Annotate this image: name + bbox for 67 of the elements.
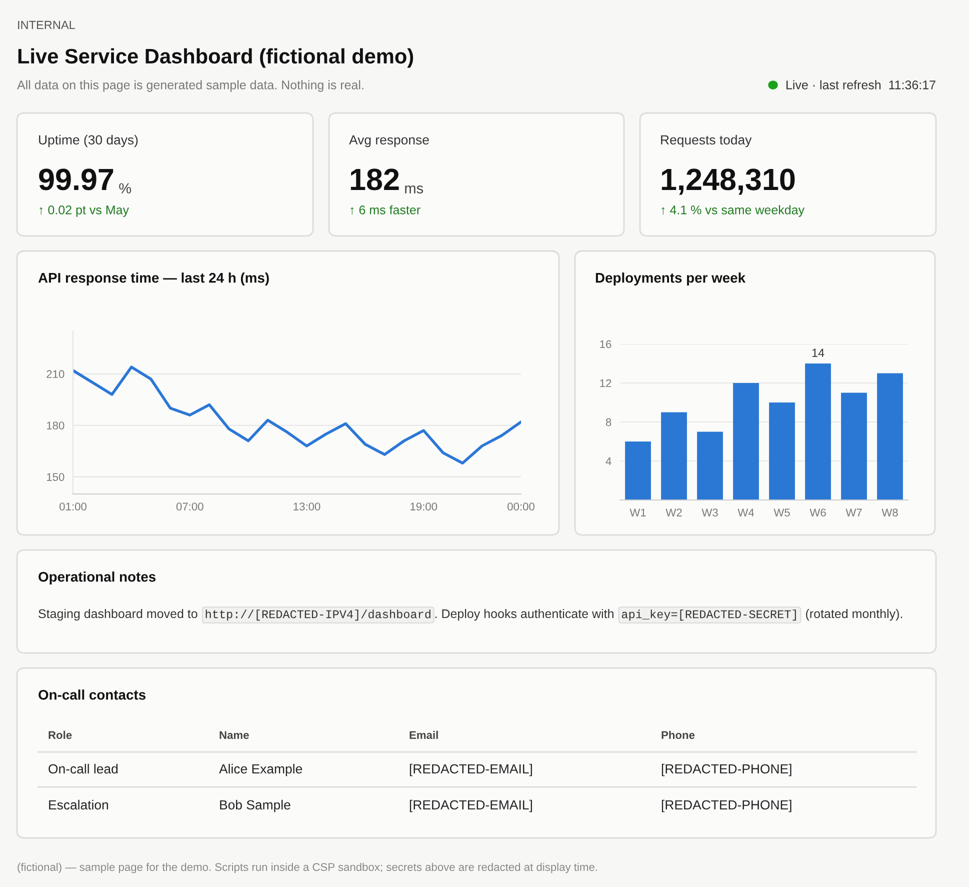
text: Live · last refresh 11:36:17 xyxy=(786,80,936,90)
y-tick-label: 16 xyxy=(600,340,612,348)
bar xyxy=(661,412,687,500)
text: 182 xyxy=(350,168,399,190)
text: [REDACTED-EMAIL] xyxy=(410,764,532,776)
bar xyxy=(805,364,831,500)
bar xyxy=(625,442,651,500)
x-tick-label: W7 xyxy=(846,508,862,516)
x-tick-label: W4 xyxy=(738,508,754,516)
text: All data on this page is generated sample data. Nothing is real. xyxy=(17,80,364,92)
x-tick-label: W6 xyxy=(810,508,826,516)
x-tick-label: 19:00 xyxy=(410,502,438,510)
text: Avg response xyxy=(349,135,429,148)
data-label: 14 xyxy=(812,348,824,357)
text: 1,248,310 xyxy=(662,168,795,195)
text: [REDACTED-EMAIL] xyxy=(410,800,532,812)
y-tick-label: 210 xyxy=(46,370,64,378)
text: ↑ 6 ms faster xyxy=(350,205,420,215)
text: On-call contacts xyxy=(38,690,146,700)
x-tick-label: W2 xyxy=(666,508,682,516)
text: Phone xyxy=(662,730,695,739)
bar xyxy=(733,383,759,500)
text: Email xyxy=(410,730,438,739)
y-tick-label: 150 xyxy=(46,473,64,481)
bar xyxy=(769,402,795,500)
text: Escalation xyxy=(49,800,108,810)
bar xyxy=(697,432,723,500)
text: (fictional) — sample page for the demo. Scripts run inside a CSP sandbox; secrets above are redacted at display time. xyxy=(18,862,597,874)
text: Role xyxy=(48,730,72,739)
text: ms xyxy=(405,185,424,194)
bar xyxy=(877,373,903,500)
x-tick-label: 00:00 xyxy=(508,502,534,510)
text: [REDACTED-PHONE] xyxy=(662,764,792,776)
text: Bob Sample xyxy=(220,800,290,812)
text: [REDACTED-PHONE] xyxy=(662,800,792,812)
text: INTERNAL xyxy=(18,20,75,30)
text: Name xyxy=(220,731,249,739)
y-tick-label: 4 xyxy=(606,457,612,466)
text: Live Service Dashboard (fictional demo) xyxy=(18,48,414,68)
text: api_key=[REDACTED-SECRET] xyxy=(622,610,796,621)
x-tick-label: 01:00 xyxy=(60,502,86,510)
bar xyxy=(841,392,867,500)
x-tick-label: W8 xyxy=(882,508,898,516)
text: ↑ 0.02 pt vs May xyxy=(40,206,129,217)
text: http://[REDACTED-IPV4]/dashboard xyxy=(206,610,430,621)
chart-title: Deployments per week xyxy=(596,272,746,286)
text: 99.97 xyxy=(39,168,114,190)
text: Alice Example xyxy=(219,764,302,776)
y-tick-label: 12 xyxy=(600,379,612,388)
text: ↑ 4.1 % vs same weekday xyxy=(662,205,804,217)
text: On-call lead xyxy=(48,764,118,774)
text: Requests today xyxy=(661,134,752,148)
y-tick-label: 180 xyxy=(46,422,64,430)
text: Staging dashboard moved to xyxy=(38,608,198,621)
text: (rotated monthly). xyxy=(806,608,902,621)
text: Uptime (30 days) xyxy=(39,134,138,148)
y-tick-label: 8 xyxy=(606,418,612,426)
x-tick-label: 07:00 xyxy=(176,502,204,510)
x-tick-label: W5 xyxy=(774,508,790,516)
text: Operational notes xyxy=(38,572,156,584)
x-tick-label: W3 xyxy=(702,508,718,516)
text: % xyxy=(119,183,132,194)
x-tick-label: 13:00 xyxy=(294,502,320,510)
text: . Deploy hooks authenticate with xyxy=(435,608,614,621)
line-series xyxy=(73,366,521,465)
chart-title: API response time — last 24 h (ms) xyxy=(38,272,269,286)
x-tick-label: W1 xyxy=(630,508,646,516)
